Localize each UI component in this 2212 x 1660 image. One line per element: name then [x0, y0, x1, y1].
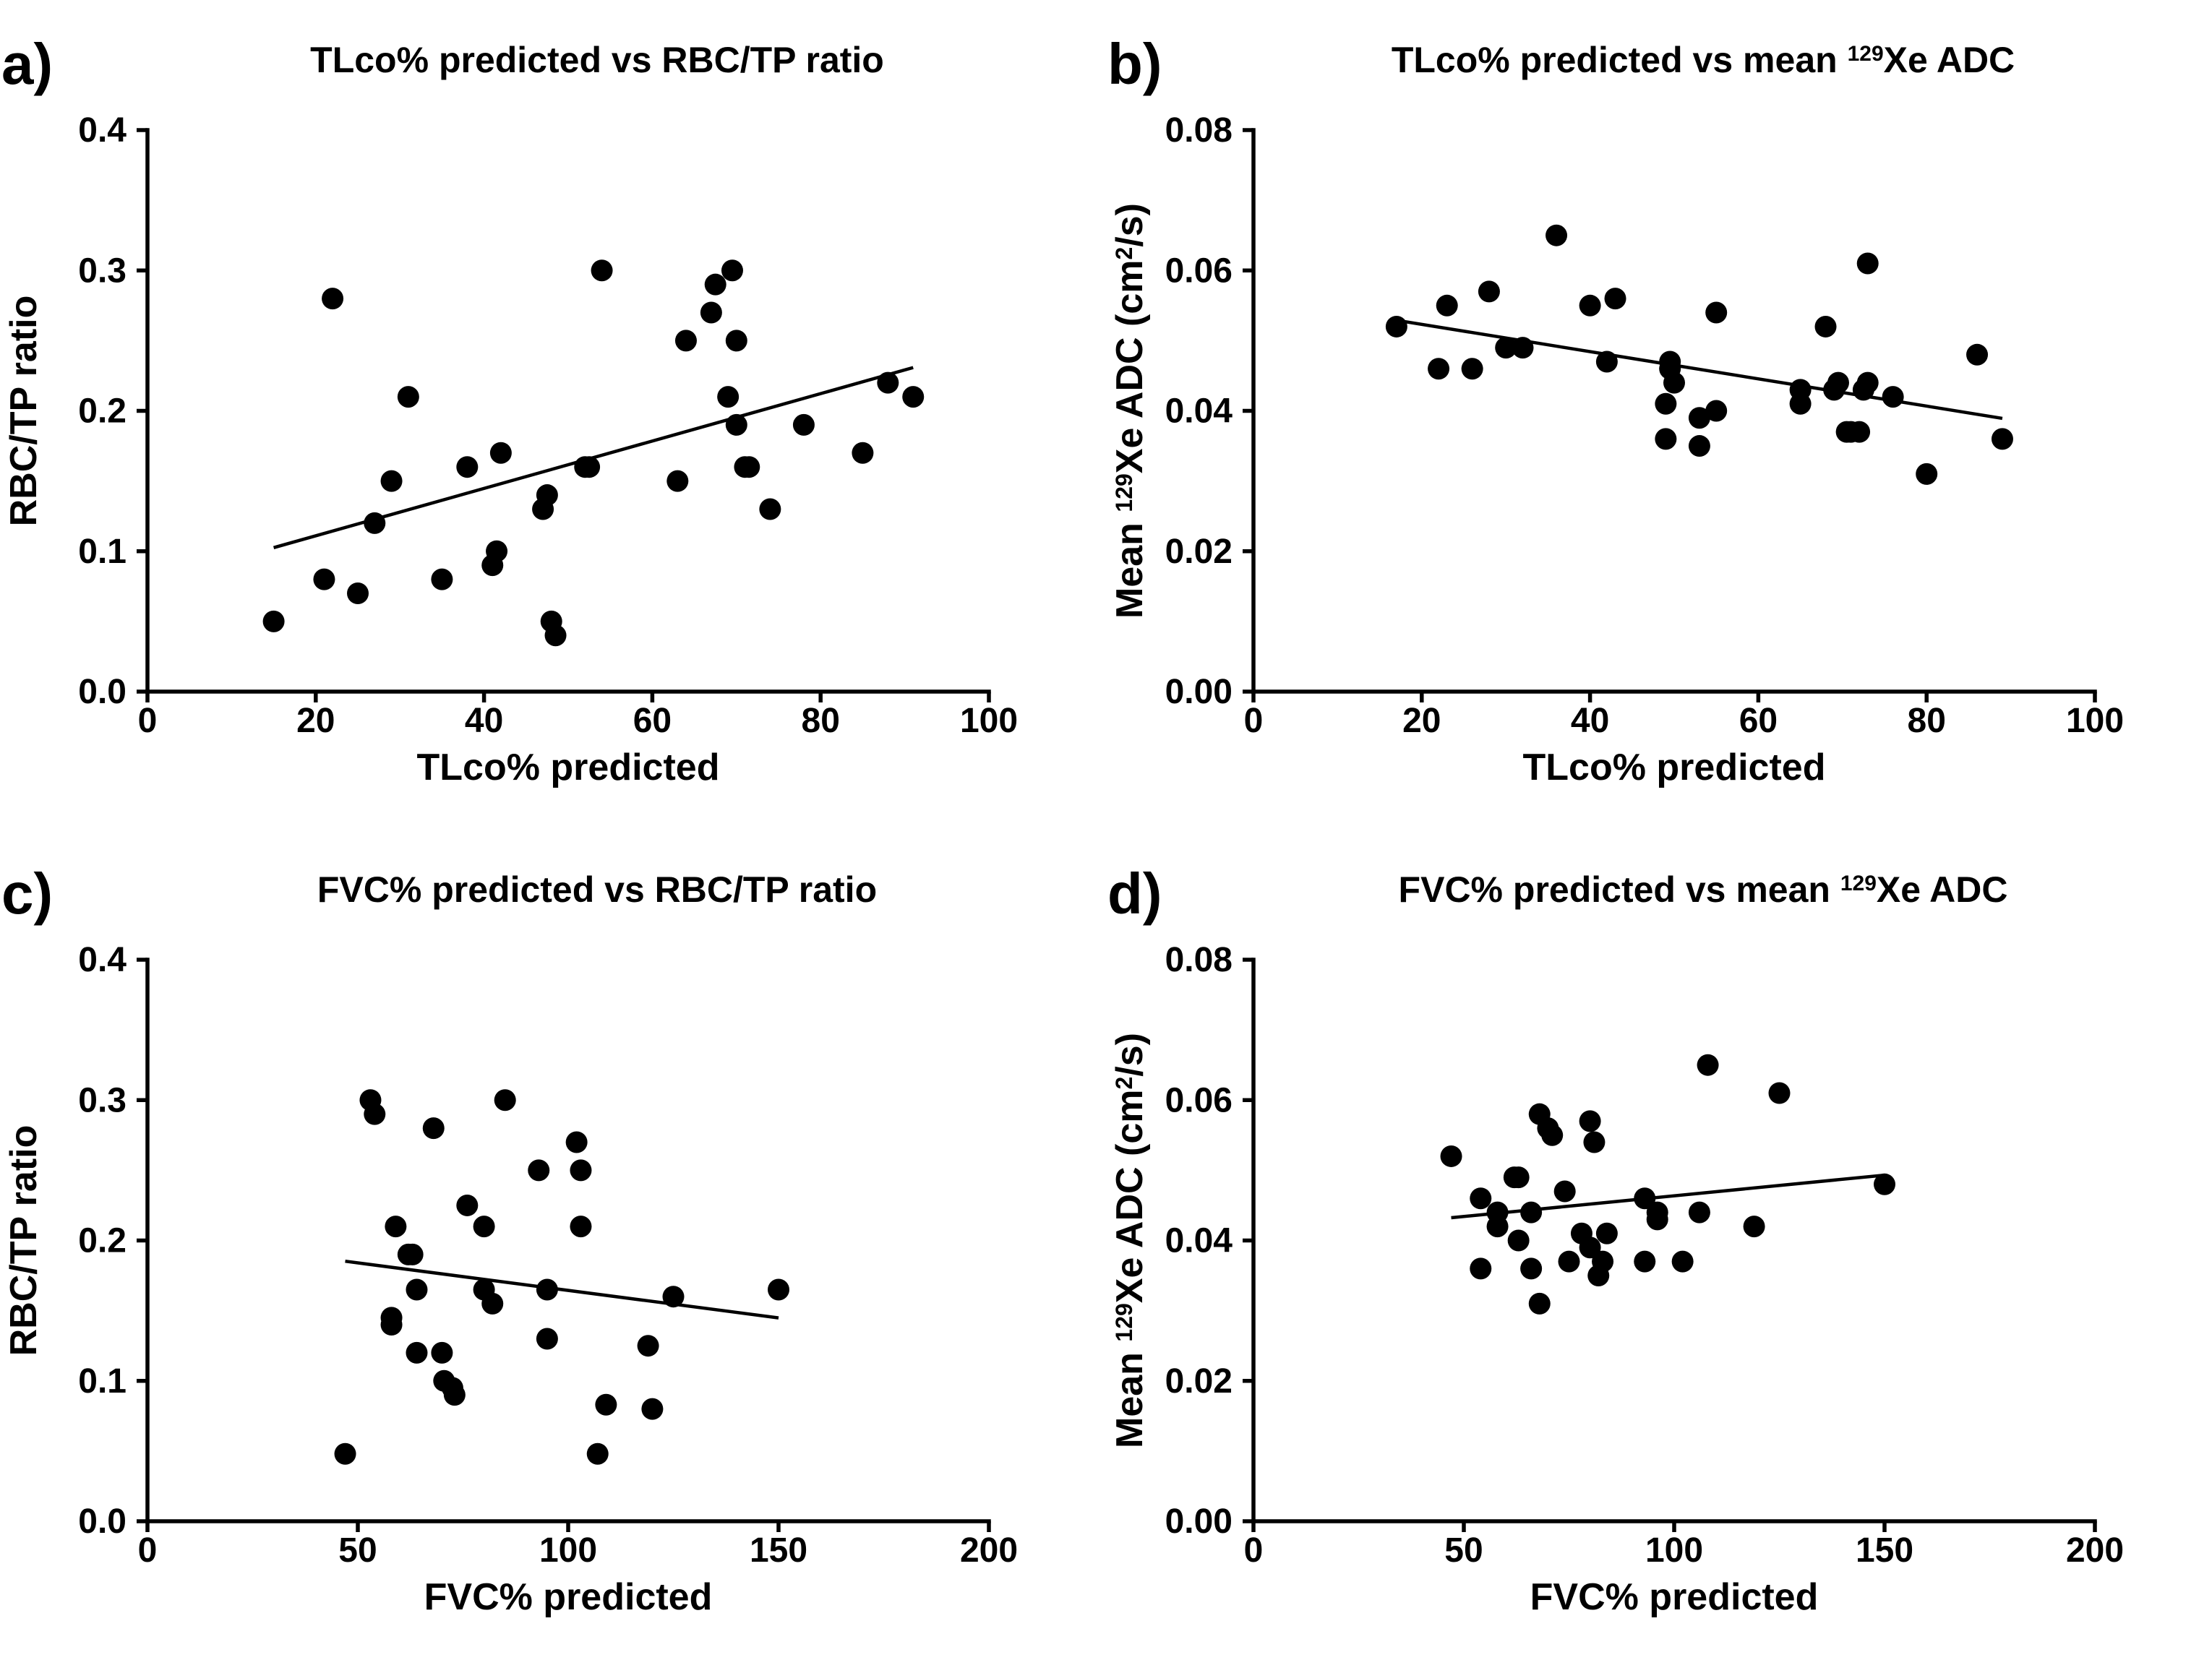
svg-text:0.04: 0.04 [1165, 1222, 1233, 1260]
svg-text:60: 60 [1739, 702, 1778, 740]
svg-text:TLco% predicted: TLco% predicted [1523, 747, 1826, 788]
svg-text:150: 150 [1856, 1531, 1913, 1570]
svg-text:b): b) [1107, 32, 1162, 96]
svg-text:0: 0 [138, 702, 158, 740]
svg-text:RBC/TP ratio: RBC/TP ratio [3, 296, 45, 527]
svg-text:a): a) [1, 32, 53, 96]
svg-text:0.2: 0.2 [78, 392, 127, 431]
svg-text:0.2: 0.2 [78, 1222, 127, 1260]
svg-text:40: 40 [465, 702, 503, 740]
svg-text:d): d) [1107, 861, 1162, 926]
svg-text:50: 50 [338, 1531, 377, 1570]
svg-text:100: 100 [960, 702, 1018, 740]
svg-text:0.0: 0.0 [78, 673, 127, 711]
svg-text:0.02: 0.02 [1165, 1362, 1233, 1401]
svg-text:50: 50 [1444, 1531, 1483, 1570]
svg-text:0.0: 0.0 [78, 1502, 127, 1541]
svg-text:100: 100 [539, 1531, 597, 1570]
svg-text:100: 100 [1645, 1531, 1703, 1570]
svg-text:0.08: 0.08 [1165, 111, 1233, 150]
svg-text:Mean 129Xe ADC (cm2/s): Mean 129Xe ADC (cm2/s) [1109, 1033, 1151, 1448]
svg-text:0.08: 0.08 [1165, 941, 1233, 979]
svg-text:0.00: 0.00 [1165, 673, 1233, 711]
svg-text:200: 200 [960, 1531, 1018, 1570]
svg-text:0.00: 0.00 [1165, 1502, 1233, 1541]
svg-text:80: 80 [802, 702, 840, 740]
svg-text:0.4: 0.4 [78, 111, 127, 150]
svg-text:FVC% predicted vs mean 129Xe A: FVC% predicted vs mean 129Xe ADC [1399, 869, 2008, 910]
svg-text:TLco% predicted: TLco% predicted [417, 747, 720, 788]
svg-text:0: 0 [1244, 1531, 1264, 1570]
svg-text:40: 40 [1571, 702, 1609, 740]
svg-text:c): c) [1, 861, 53, 926]
svg-text:150: 150 [750, 1531, 807, 1570]
svg-text:0.1: 0.1 [78, 1362, 127, 1401]
svg-text:FVC% predicted: FVC% predicted [424, 1576, 713, 1618]
svg-text:0.3: 0.3 [78, 1081, 127, 1119]
svg-text:TLco% predicted vs mean 129Xe: TLco% predicted vs mean 129Xe ADC [1392, 40, 2015, 80]
svg-text:60: 60 [633, 702, 672, 740]
svg-text:0.06: 0.06 [1165, 1081, 1233, 1119]
svg-text:0.06: 0.06 [1165, 251, 1233, 290]
svg-text:0.1: 0.1 [78, 533, 127, 571]
svg-text:Mean 129Xe ADC (cm2/s): Mean 129Xe ADC (cm2/s) [1109, 203, 1151, 619]
svg-text:20: 20 [296, 702, 335, 740]
svg-text:0.02: 0.02 [1165, 533, 1233, 571]
svg-text:FVC% predicted vs RBC/TP ratio: FVC% predicted vs RBC/TP ratio [317, 869, 877, 910]
svg-text:20: 20 [1402, 702, 1441, 740]
svg-text:TLco% predicted vs RBC/TP rati: TLco% predicted vs RBC/TP ratio [310, 40, 884, 80]
svg-text:RBC/TP ratio: RBC/TP ratio [3, 1125, 45, 1356]
svg-text:100: 100 [2066, 702, 2124, 740]
svg-text:200: 200 [2066, 1531, 2124, 1570]
svg-text:0: 0 [138, 1531, 158, 1570]
svg-text:80: 80 [1908, 702, 1946, 740]
svg-text:FVC% predicted: FVC% predicted [1530, 1576, 1819, 1618]
svg-text:0.3: 0.3 [78, 251, 127, 290]
svg-text:0.4: 0.4 [78, 941, 127, 979]
svg-text:0.04: 0.04 [1165, 392, 1233, 431]
svg-text:0: 0 [1244, 702, 1264, 740]
